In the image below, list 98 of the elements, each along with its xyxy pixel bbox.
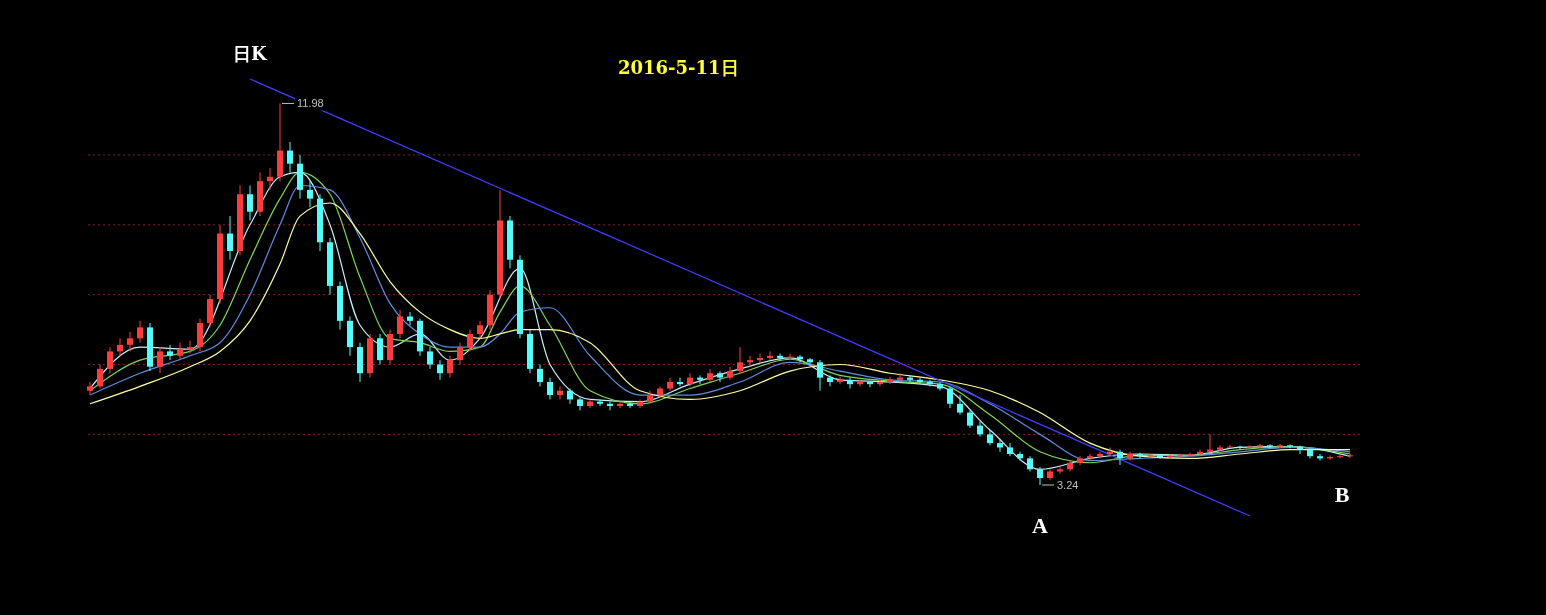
candlestick xyxy=(457,342,463,366)
candlestick xyxy=(857,379,863,387)
candlestick xyxy=(117,337,123,357)
candlestick xyxy=(1007,442,1013,457)
candlestick xyxy=(1267,443,1273,449)
candlestick xyxy=(1107,446,1113,457)
candlestick xyxy=(107,346,113,374)
candlestick xyxy=(397,309,403,339)
candlestick xyxy=(1207,433,1213,454)
candlestick xyxy=(1137,452,1143,459)
candlestick xyxy=(1317,453,1323,462)
candlestick xyxy=(887,376,893,385)
candlestick xyxy=(157,346,163,374)
candlestick xyxy=(1347,453,1353,459)
candlestick xyxy=(847,377,853,390)
candlestick xyxy=(1177,453,1183,458)
candlestick xyxy=(1227,444,1233,449)
candlestick xyxy=(947,385,953,409)
candlestick xyxy=(307,180,313,208)
candlestick xyxy=(767,350,773,361)
candlestick xyxy=(1237,445,1243,450)
candlestick xyxy=(87,381,93,396)
candlestick xyxy=(677,377,683,387)
candlestick xyxy=(1247,444,1253,449)
candlestick xyxy=(897,372,903,383)
candlestick xyxy=(167,344,173,361)
annotation: 11.98 xyxy=(297,97,324,110)
candlestick xyxy=(1017,451,1023,462)
candlestick xyxy=(727,366,733,381)
candlestick xyxy=(567,388,573,405)
text: A xyxy=(1032,513,1049,538)
candlestick xyxy=(817,359,823,392)
candlestick xyxy=(747,355,753,368)
candlestick xyxy=(757,353,763,363)
candlestick xyxy=(627,401,633,409)
candlestick xyxy=(467,329,473,352)
candlestick xyxy=(407,311,413,326)
candlestick xyxy=(917,377,923,385)
candlestick xyxy=(177,342,183,361)
candlestick xyxy=(907,374,913,383)
candlestick xyxy=(717,370,723,383)
candlestick xyxy=(1297,445,1303,455)
candlestick xyxy=(997,438,1003,453)
candlestick xyxy=(877,379,883,387)
candlestick xyxy=(927,379,933,387)
candlestick xyxy=(1167,453,1173,459)
candlestick xyxy=(1287,443,1293,449)
candlestick xyxy=(1097,451,1103,459)
candlestick xyxy=(1087,453,1093,462)
candlestick xyxy=(1127,451,1133,462)
candlestick xyxy=(437,359,443,381)
candlestick xyxy=(377,333,383,366)
candlestick xyxy=(97,364,103,390)
candlestick xyxy=(597,398,603,407)
annotation: 3.24 xyxy=(1057,479,1079,491)
candlestick xyxy=(1057,466,1063,475)
candlestick xyxy=(1117,449,1123,466)
candlestick xyxy=(977,420,983,438)
chart-title: 日K xyxy=(233,43,268,64)
candlestick xyxy=(807,357,813,366)
candlestick xyxy=(127,331,133,352)
candlestick xyxy=(737,346,743,374)
candlestick xyxy=(867,380,873,388)
candlestick xyxy=(1037,466,1043,486)
candlestick xyxy=(657,385,663,398)
candlestick xyxy=(587,398,593,409)
candlestick xyxy=(1217,444,1223,452)
candlestick xyxy=(607,401,613,411)
candlestick xyxy=(837,376,843,385)
candlestick xyxy=(827,374,833,387)
candlestick xyxy=(187,340,193,355)
candlestick xyxy=(957,394,963,416)
annotation: B xyxy=(1334,482,1350,507)
candlestick xyxy=(687,372,693,387)
candlestick xyxy=(577,396,583,411)
candlestick xyxy=(287,141,293,173)
candlestick xyxy=(447,355,453,379)
candlestick xyxy=(137,320,143,344)
candlestick xyxy=(777,353,783,361)
candlestick xyxy=(1157,453,1163,460)
candlestick xyxy=(647,390,653,405)
candlestick xyxy=(247,185,253,221)
candlestick xyxy=(1197,449,1203,456)
candlestick xyxy=(267,167,273,191)
candlestick xyxy=(557,385,563,400)
candlestick xyxy=(667,377,673,392)
candlestick xyxy=(707,368,713,383)
candlestick xyxy=(537,364,543,387)
candlestick xyxy=(477,320,483,339)
candlestick xyxy=(1337,453,1343,459)
candlestick xyxy=(697,374,703,385)
candlestick xyxy=(1147,453,1153,459)
candlestick xyxy=(427,346,433,370)
candlestick xyxy=(227,215,233,261)
candlestick xyxy=(547,377,553,400)
candlestick xyxy=(617,401,623,409)
candlestick xyxy=(637,398,643,409)
chart-subtitle: 2016-5-11日 xyxy=(618,57,739,78)
